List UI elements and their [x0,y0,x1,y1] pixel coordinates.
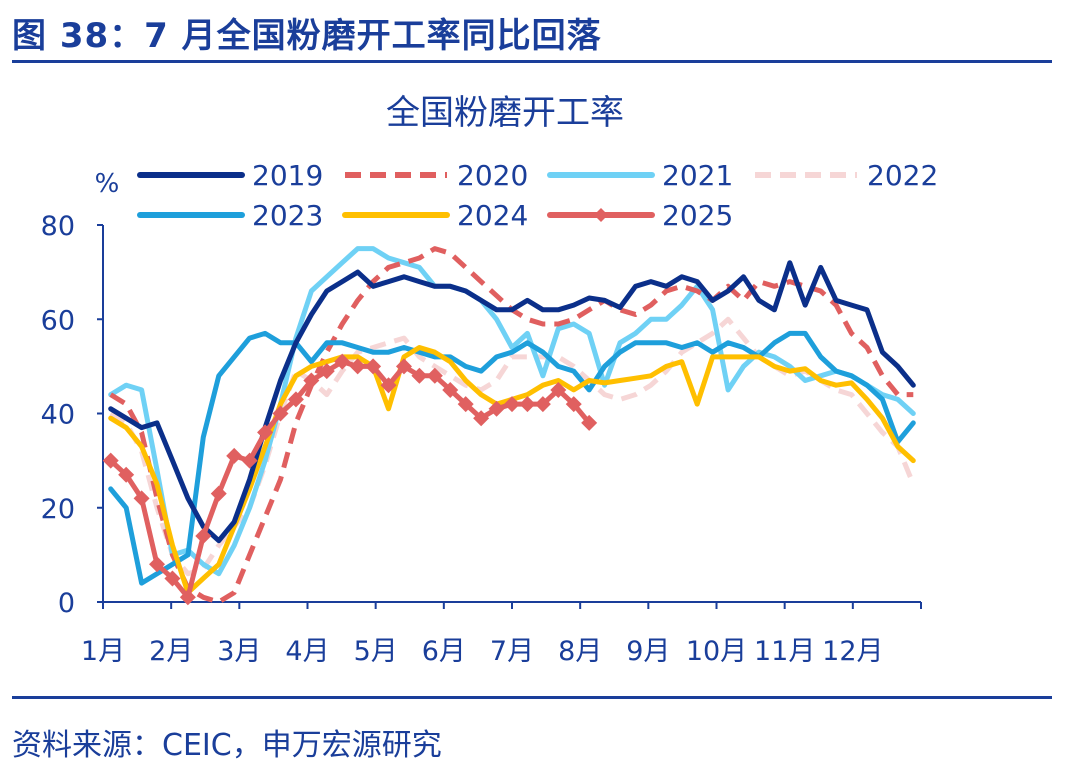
axes: 0 20 40 60 80 1月 2月 3月 4月 5月 6月 7月 8月 9月 10月 11月 12月 [41,211,922,667]
data-point-2025 [365,358,382,375]
y-tick-label: 60 [41,305,75,336]
data-point-2025 [164,570,181,587]
x-tick-label: 5月 [354,636,398,667]
data-point-2025 [179,589,196,606]
chart-title: 全国粉磨开工率 [386,93,624,133]
x-tick-label: 8月 [558,636,602,667]
data-point-2025 [272,405,289,422]
y-tick-label: 20 [41,494,75,525]
series-line-2023 [108,330,916,586]
data-point-2025 [226,447,243,464]
series-line-2019 [108,260,916,544]
legend-label-2022: 2022 [867,159,938,192]
data-point-2025 [488,400,505,417]
y-tick-label: 0 [58,588,75,619]
data-point-2025 [210,485,227,502]
legend-label-2020: 2020 [457,159,528,192]
y-tick-label: 80 [41,211,75,242]
data-point-2025 [334,353,351,370]
data-point-2025 [149,556,166,573]
x-tick-label: 11月 [754,636,815,667]
data-point-2025 [118,466,135,483]
legend-marker-2025 [594,208,608,222]
data-point-2025 [349,358,366,375]
data-point-2025 [519,396,536,413]
data-point-2025 [303,372,320,389]
bottom-divider [12,696,1052,699]
x-tick-label: 3月 [217,636,261,667]
data-point-2025 [395,358,412,375]
data-point-2025 [457,396,474,413]
x-tick-label: 6月 [422,636,466,667]
legend-label-2021: 2021 [662,159,733,192]
x-tick-label: 2月 [149,636,193,667]
data-point-2025 [581,414,598,431]
top-divider [12,60,1052,63]
data-point-2025 [318,363,335,380]
data-point-2025 [257,424,274,441]
data-point-2025 [411,367,428,384]
x-tick-label: 9月 [626,636,670,667]
legend-label-2024: 2024 [457,199,528,232]
legend: 2019 2020 2021 2022 2023 2024 2025 [137,159,938,232]
data-point-2025 [380,377,397,394]
data-point-2025 [102,452,119,469]
x-tick-label: 7月 [490,636,534,667]
data-point-2025 [133,490,150,507]
legend-label-2025: 2025 [662,199,733,232]
x-tick-label: 1月 [81,636,125,667]
data-point-2025 [195,528,212,545]
y-axis-unit: % [95,169,120,199]
data-point-2025 [241,452,258,469]
source-note: 资料来源：CEIC，申万宏源研究 [12,728,442,763]
legend-label-2023: 2023 [252,199,323,232]
data-point-2025 [504,396,520,413]
line-chart: 全国粉磨开工率 % 2019 2020 2021 2022 2023 2024 2025 0… [41,93,939,667]
series-line-2021 [108,246,916,577]
legend-label-2019: 2019 [252,159,323,192]
x-tick-label: 4月 [285,636,329,667]
data-point-2025 [287,391,304,408]
data-point-2025 [473,410,490,427]
x-tick-label: 12月 [822,636,883,667]
data-point-2025 [442,381,459,398]
x-tick-label: 10月 [686,636,747,667]
data-point-2025 [426,367,443,384]
y-tick-label: 40 [41,400,75,431]
series-group [102,246,916,606]
figure-title: 图 38：7 月全国粉磨开工率同比回落 [12,16,602,56]
data-point-2025 [565,396,582,413]
data-point-2025 [550,381,567,398]
data-point-2025 [534,396,551,413]
